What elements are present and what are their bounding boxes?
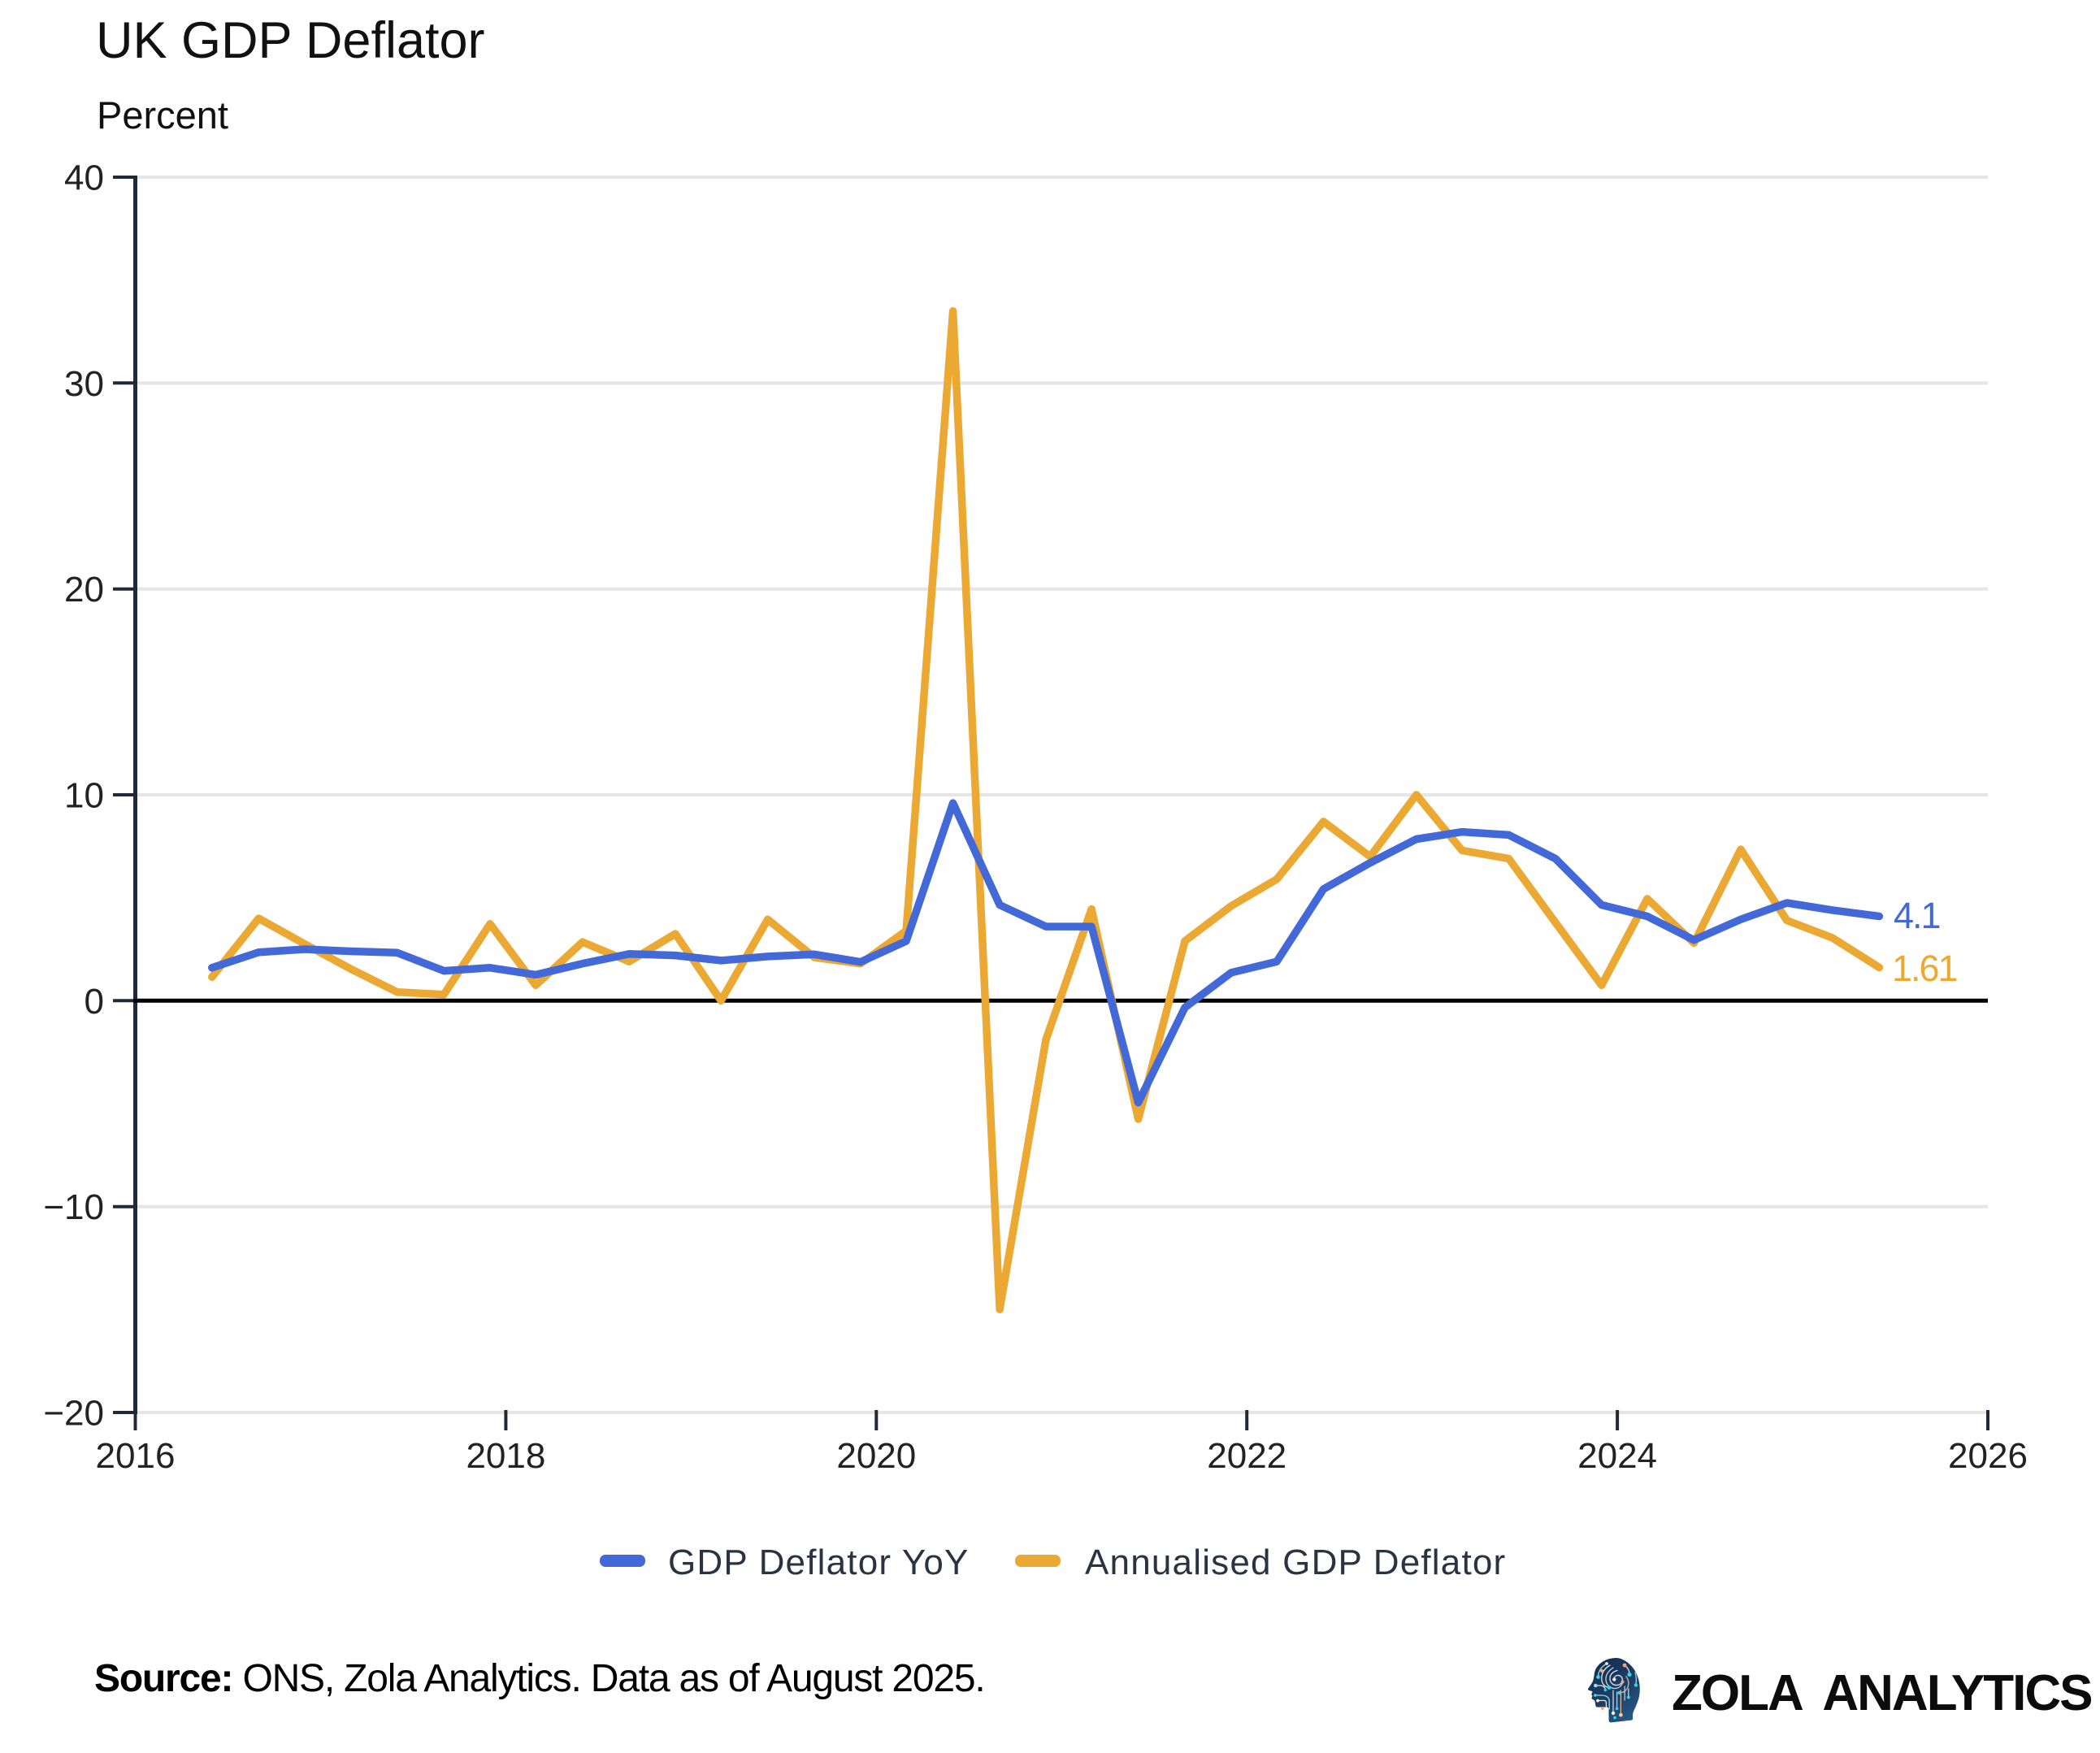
- svg-text:30: 30: [64, 364, 104, 404]
- svg-text:2022: 2022: [1207, 1436, 1286, 1476]
- svg-text:Percent: Percent: [97, 93, 228, 137]
- svg-text:ZOLA ANALYTICS: ZOLA ANALYTICS: [1672, 1665, 2091, 1721]
- svg-text:2018: 2018: [466, 1436, 545, 1476]
- svg-text:1.61: 1.61: [1892, 948, 1957, 989]
- svg-text:20: 20: [64, 570, 104, 610]
- svg-text:UK GDP Deflator: UK GDP Deflator: [96, 12, 485, 69]
- svg-text:−20: −20: [43, 1394, 104, 1434]
- svg-text:0: 0: [85, 982, 104, 1022]
- svg-text:2020: 2020: [836, 1436, 916, 1476]
- svg-text:40: 40: [64, 158, 104, 198]
- svg-text:GDP Deflator YoY: GDP Deflator YoY: [668, 1543, 970, 1582]
- svg-text:Annualised GDP Deflator: Annualised GDP Deflator: [1085, 1543, 1506, 1582]
- svg-text:2016: 2016: [96, 1436, 176, 1476]
- svg-text:−10: −10: [43, 1187, 104, 1227]
- svg-text:2026: 2026: [1948, 1436, 2028, 1476]
- svg-text:10: 10: [64, 776, 104, 816]
- svg-text:2024: 2024: [1577, 1436, 1657, 1476]
- svg-text:Source: ONS, Zola Analytics. D: Source: ONS, Zola Analytics. Data as of …: [94, 1657, 985, 1700]
- svg-text:4.1: 4.1: [1894, 895, 1940, 936]
